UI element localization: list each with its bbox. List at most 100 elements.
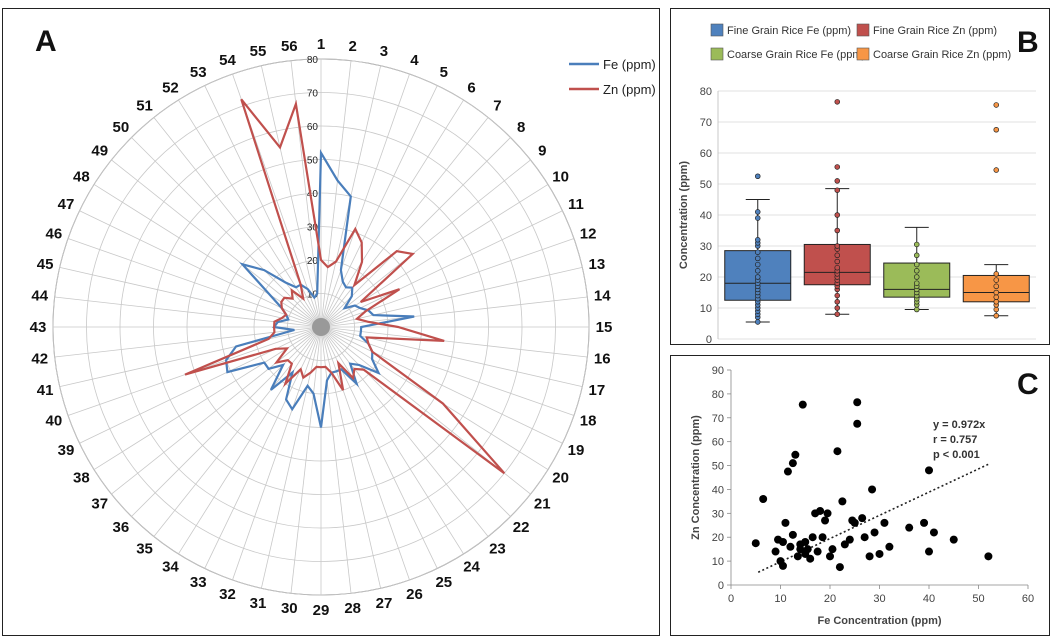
spoke-label: 47	[58, 196, 75, 213]
data-point	[834, 164, 841, 170]
spoke-label: 9	[538, 143, 546, 160]
radar-spoke	[320, 326, 352, 594]
radar-spoke	[204, 326, 322, 569]
scatter-point	[845, 535, 854, 544]
scatter-point	[860, 533, 869, 542]
panel-b-box-plot: B Fine Grain Rice Fe (ppm) Fine Grain Rice…	[670, 8, 1050, 345]
data-point	[993, 271, 1000, 277]
spoke-label: 40	[46, 412, 63, 429]
spoke-label: 17	[589, 382, 606, 399]
scatter-point	[783, 467, 792, 476]
panel-label-b: B	[1017, 26, 1039, 59]
ring-label: 40	[307, 189, 319, 200]
data-point	[834, 212, 841, 218]
x-tick-label: 40	[923, 593, 935, 605]
scatter-point	[751, 539, 760, 548]
scatter-point	[880, 518, 889, 527]
scatter-point	[788, 459, 797, 468]
data-point	[914, 306, 920, 313]
scatter-point	[905, 523, 914, 532]
spoke-label: 30	[281, 600, 298, 617]
data-point	[914, 268, 920, 274]
spoke-label: 50	[113, 119, 130, 136]
data-point	[993, 167, 1000, 173]
spoke-label: 33	[190, 574, 207, 591]
spoke-label: 49	[91, 143, 108, 160]
radar-spoke	[67, 238, 322, 328]
data-point	[834, 243, 841, 249]
spoke-label: 10	[552, 168, 569, 185]
data-point	[754, 237, 761, 243]
spoke-label: 11	[568, 196, 584, 213]
legend-label: Fine Grain Rice Zn (ppm)	[873, 25, 997, 37]
stat-annotation: r = 0.757	[933, 434, 977, 446]
x-tick-label: 60	[1022, 593, 1034, 605]
x-axis-title: Fe Concentration (ppm)	[817, 615, 941, 627]
scatter-point	[868, 485, 877, 494]
spoke-label: 38	[73, 470, 90, 487]
panel-label-c: C	[1017, 368, 1039, 401]
radar-spoke	[178, 99, 322, 328]
y-tick-label: 90	[712, 365, 724, 377]
legend-swatch	[856, 23, 870, 37]
y-tick-label: 30	[700, 241, 712, 253]
spoke-label: 44	[31, 287, 48, 304]
scatter-point	[850, 518, 859, 527]
ring-label: 60	[307, 122, 319, 133]
y-tick-label: 10	[700, 303, 712, 315]
spoke-label: 1	[317, 36, 325, 53]
scatter-plot-svg: C 0 10 20 30 40 50 60 70 80 90 0 10 20 30 40 50 60 Fe Conc…	[690, 365, 1039, 627]
x-tick-label: 50	[972, 593, 984, 605]
data-point	[993, 294, 1000, 300]
spoke-label: 24	[463, 559, 480, 576]
y-tick-label: 50	[700, 179, 712, 191]
x-tick-label: 10	[774, 593, 786, 605]
legend-swatch	[710, 47, 724, 61]
ring-label: 70	[307, 89, 319, 100]
scatter-point	[813, 547, 822, 556]
scatter-point	[806, 554, 815, 563]
spoke-label: 48	[73, 168, 90, 185]
radar-spoke	[320, 326, 438, 569]
spoke-label: 2	[349, 38, 357, 55]
data-point	[834, 178, 841, 184]
scatter-point	[791, 450, 800, 459]
spoke-label: 29	[313, 602, 330, 619]
scatter-point	[853, 398, 862, 407]
spoke-label: 53	[190, 64, 207, 81]
scatter-point	[875, 549, 884, 558]
scatter-point	[984, 552, 993, 561]
scatter-point	[786, 542, 795, 551]
radar-spoke	[320, 326, 575, 416]
scatter-point	[759, 495, 768, 503]
spoke-label: 4	[410, 52, 419, 69]
data-point	[754, 173, 761, 180]
y-tick-label: 40	[700, 210, 712, 222]
y-tick-label: 10	[712, 556, 724, 568]
spoke-label: 41	[37, 382, 54, 399]
spoke-label: 5	[440, 64, 448, 81]
data-point	[914, 280, 920, 286]
scatter-point	[778, 561, 787, 570]
data-point	[914, 274, 920, 280]
scatter-point	[798, 400, 807, 409]
scatter-point	[885, 542, 894, 551]
legend-label: Coarse Grain Rice Fe (ppm)	[727, 49, 865, 61]
radar-spoke	[320, 60, 352, 328]
radar-spoke	[59, 266, 322, 328]
data-point	[993, 126, 1000, 133]
spoke-label: 22	[513, 519, 530, 536]
ring-label: 80	[307, 55, 319, 66]
radar-spoke	[320, 326, 563, 444]
radar-spoke	[79, 326, 322, 444]
spoke-label: 45	[37, 256, 54, 273]
spoke-label: 6	[467, 79, 475, 96]
data-point	[754, 215, 761, 221]
radar-spoke	[153, 117, 322, 328]
y-tick-label: 30	[712, 508, 724, 520]
data-point	[834, 264, 841, 271]
x-tick-label: 0	[728, 593, 734, 605]
radar-spoke	[290, 326, 322, 594]
panel-c-scatter-plot: C 0 10 20 30 40 50 60 70 80 90 0 10 20 30 40 50 60 Fe Conc…	[670, 355, 1050, 636]
data-point	[914, 261, 920, 268]
